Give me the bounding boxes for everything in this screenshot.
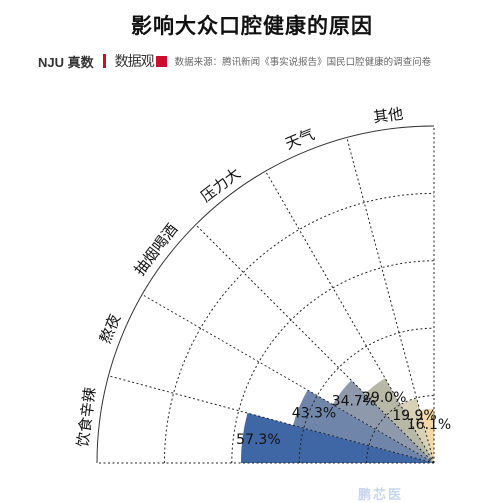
value-label-2: 43.3% xyxy=(292,405,336,421)
value-label-5: 19.9% xyxy=(392,408,436,424)
value-label-3: 34.7% xyxy=(332,394,376,410)
grid-ring-2 xyxy=(298,327,435,464)
value-label-6: 16.1% xyxy=(407,417,451,433)
value-label-4: 29.0% xyxy=(362,390,406,406)
grid-spoke-2 xyxy=(108,375,435,464)
bar-5 xyxy=(400,398,434,463)
logo-badge-icon xyxy=(155,55,167,67)
value-label-1: 57.3% xyxy=(236,432,280,448)
grid-ring-4 xyxy=(163,192,435,464)
category-label-4: 压力大 xyxy=(197,164,244,206)
grid-spoke-4 xyxy=(195,224,435,464)
grid-ring-3 xyxy=(231,260,435,464)
chart-title: 影响大众口腔健康的原因 xyxy=(131,14,373,38)
data-source: 数据来源：腾讯新闻《事实说报告》国民口腔健康的调查问卷 xyxy=(174,57,432,68)
brand-label: NJU 真数 xyxy=(38,54,94,70)
brand-separator xyxy=(102,54,106,68)
bar-3 xyxy=(332,380,434,463)
bar-2 xyxy=(293,390,434,463)
watermark: 鹏芯医 xyxy=(358,488,404,503)
outer-ring xyxy=(96,125,435,464)
byline: NJU 真数 数据观 数据来源：腾讯新闻《事实说报告》国民口腔健康的调查问卷 xyxy=(38,52,431,70)
bar-4 xyxy=(364,378,434,463)
grid-spoke-5 xyxy=(265,170,435,464)
category-label-6: 其他 xyxy=(372,105,404,127)
category-label-1: 饮食辛辣 xyxy=(74,386,100,448)
grid-spoke-3 xyxy=(141,294,435,464)
grid-spoke-6 xyxy=(346,137,435,464)
publisher-logo: 数据观 xyxy=(114,54,155,70)
